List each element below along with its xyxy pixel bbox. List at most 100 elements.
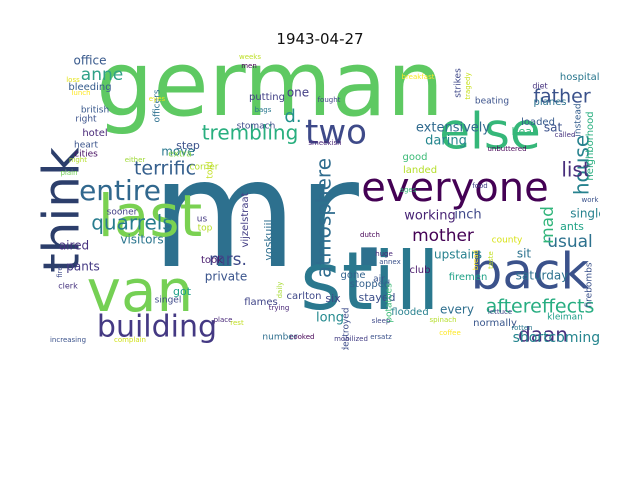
cloud-word: anne	[81, 65, 123, 85]
cloud-word: father	[533, 86, 591, 108]
cloud-word: place	[214, 316, 233, 324]
cloud-word: work	[582, 196, 600, 204]
cloud-word: aired	[59, 239, 89, 253]
cloud-word: spinach	[429, 316, 456, 324]
cloud-word: quarrels	[91, 211, 173, 235]
cloud-word: two	[305, 113, 367, 153]
cloud-word: air	[373, 275, 385, 285]
cloud-word: back	[471, 243, 590, 301]
cloud-word: normally	[473, 318, 517, 329]
cloud-word: rotten	[511, 324, 532, 332]
cloud-word: d.	[284, 106, 301, 127]
cloud-word: vijzelstraat	[240, 192, 251, 247]
cloud-word: working	[404, 209, 456, 224]
cloud-word: still	[300, 235, 440, 328]
cloud-word: loaded	[521, 117, 555, 128]
cloud-word: huge	[375, 250, 393, 258]
cloud-word: sleep	[372, 317, 391, 325]
cloud-word: flames	[244, 297, 278, 308]
cloud-word: ersatz	[370, 333, 392, 341]
cloud-word: extensively	[416, 121, 490, 136]
cloud-word: extra	[168, 150, 191, 160]
cloud-word: cities	[74, 150, 98, 160]
cloud-word: flooded	[391, 307, 428, 318]
cloud-word: inch	[454, 208, 481, 223]
cloud-word: breakfast	[402, 73, 435, 81]
cloud-word: everyone	[361, 165, 548, 211]
cloud-word: corner	[190, 163, 219, 173]
cloud-word: mobilized	[334, 335, 368, 343]
cloud-word: good	[403, 152, 428, 163]
cloud-word: annex	[379, 258, 401, 266]
cloud-word: hear	[511, 125, 536, 138]
cloud-word: last	[98, 182, 203, 250]
cloud-word: tragedy	[464, 72, 472, 99]
cloud-word: german	[96, 50, 444, 137]
cloud-word: carlton	[287, 291, 322, 302]
cloud-word: trying	[269, 304, 290, 312]
cloud-word: atmosphere	[312, 158, 336, 278]
cloud-word: firebombs	[585, 262, 595, 307]
cloud-word: singel	[155, 296, 182, 306]
cloud-word: ants	[560, 220, 584, 233]
cloud-word: rest	[230, 319, 244, 327]
cloud-word: clerk	[58, 282, 78, 291]
cloud-word: weeks	[239, 53, 261, 61]
cloud-word: either	[125, 156, 146, 164]
cloud-word: terrific	[134, 158, 196, 180]
cloud-word: diet	[532, 82, 547, 91]
cloud-word: step	[176, 139, 200, 152]
cloud-word: instead	[574, 103, 584, 136]
cloud-word: club	[410, 265, 431, 276]
cloud-word: daily	[276, 282, 284, 299]
cloud-word: taste	[487, 251, 495, 269]
cloud-word: dutch	[360, 231, 380, 239]
cloud-word: county	[492, 236, 523, 246]
cloud-word: men	[241, 62, 257, 70]
cloud-word: office	[74, 54, 107, 68]
cloud-word: kleiman	[547, 313, 583, 323]
cloud-word: daan	[518, 323, 568, 347]
cloud-word: mr.	[151, 128, 393, 302]
cloud-word: every	[440, 303, 474, 317]
cloud-word: six	[325, 292, 341, 305]
cloud-word: stopped	[350, 279, 390, 290]
cloud-word: officers	[153, 89, 163, 122]
cloud-word: hotel	[82, 128, 107, 139]
cloud-word: landed	[403, 165, 437, 176]
cloud-word: sooner	[107, 208, 138, 218]
cloud-word: house	[570, 135, 594, 195]
cloud-word: right	[75, 115, 97, 125]
cloud-word: aftereffects	[486, 296, 595, 318]
cloud-word: lunch	[71, 89, 90, 97]
cloud-word: one	[287, 86, 309, 100]
cloud-word: beating	[475, 97, 509, 107]
cloud-word: building	[97, 310, 217, 345]
cloud-word: night	[69, 156, 87, 164]
cloud-word: got	[173, 285, 192, 298]
cloud-word: strikes	[454, 68, 464, 98]
cloud-word: heart	[74, 141, 98, 151]
cloud-word: trembling	[202, 121, 299, 145]
cloud-word: usual	[547, 232, 593, 252]
cloud-word: mother	[412, 226, 474, 246]
cloud-word: stomach	[237, 122, 276, 132]
cloud-word: long	[316, 311, 344, 326]
cloud-word: eyes	[149, 95, 166, 103]
cloud-word: mrs.	[209, 250, 247, 270]
chart-title: 1943-04-27	[276, 30, 364, 48]
cloud-word: sat	[544, 121, 563, 135]
cloud-word: food	[472, 182, 487, 190]
cloud-word: loss	[66, 76, 80, 84]
cloud-word: move	[161, 145, 195, 159]
cloud-word: us	[197, 215, 208, 225]
cloud-word: stayed	[358, 291, 395, 304]
cloud-word: bleeding	[68, 82, 111, 93]
cloud-word: saturday	[516, 269, 569, 283]
cloud-word: bags	[255, 106, 272, 114]
cloud-word: bread	[472, 250, 480, 270]
cloud-word: hospitalized	[560, 72, 600, 83]
cloud-word: sit	[517, 247, 532, 261]
cloud-word: voskuijl	[262, 219, 275, 260]
